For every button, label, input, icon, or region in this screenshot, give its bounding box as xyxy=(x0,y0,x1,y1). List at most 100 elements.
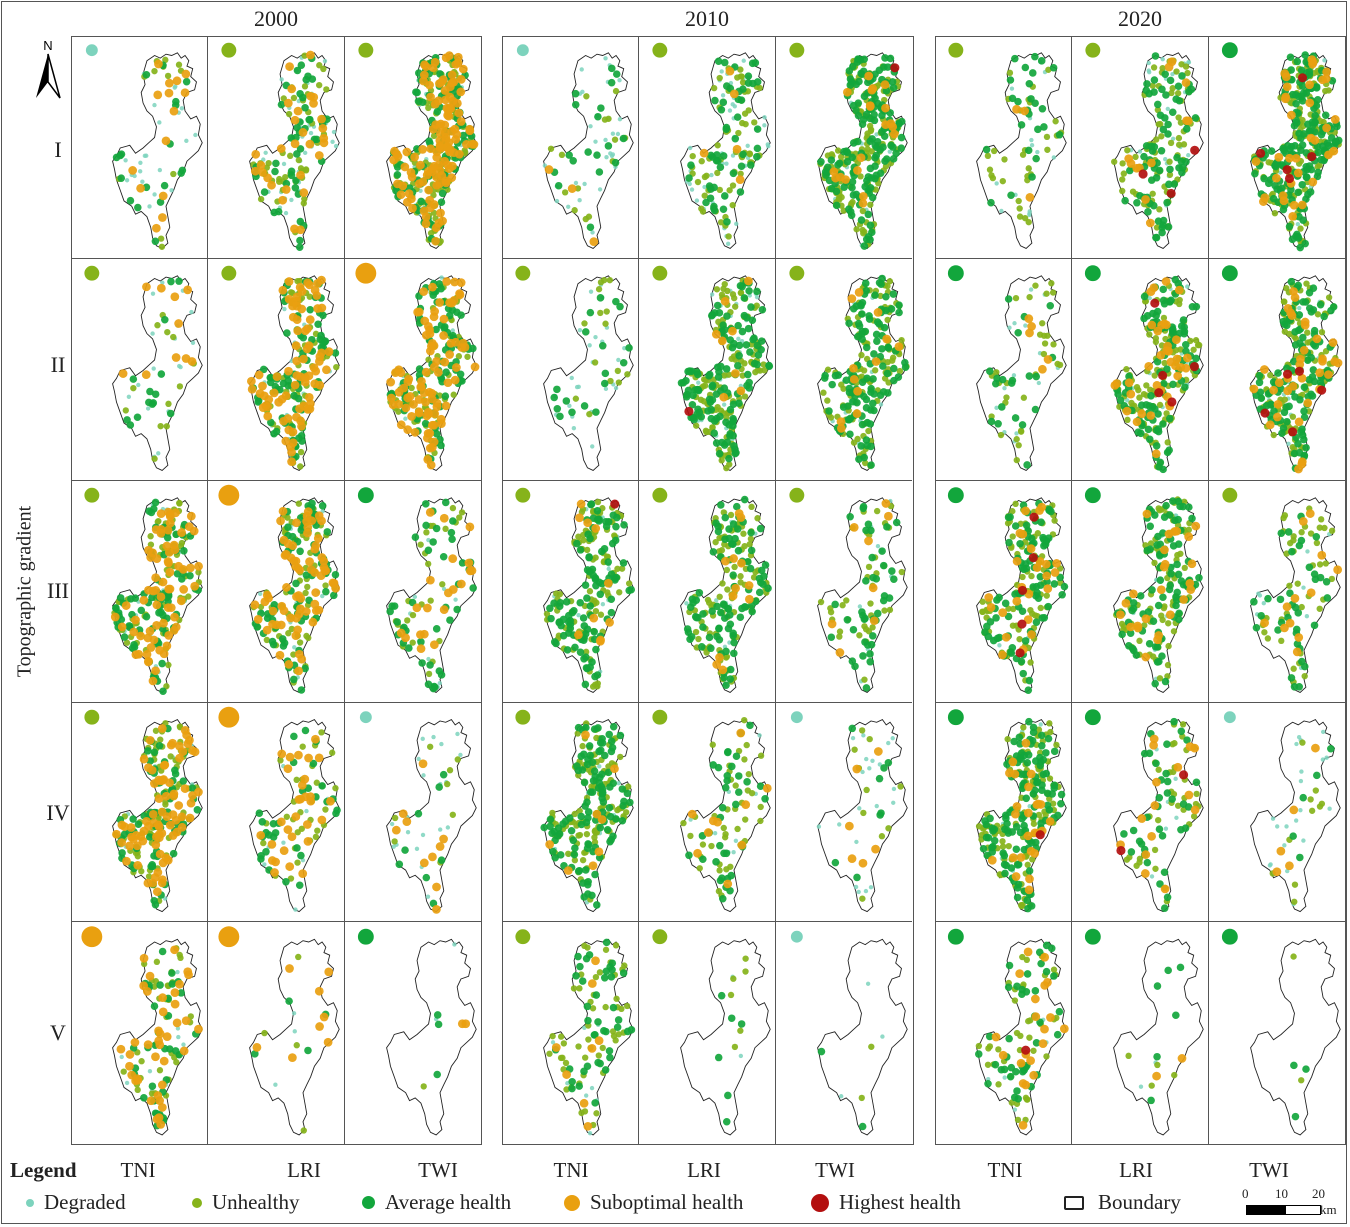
point-suboptimal xyxy=(267,180,276,190)
point-suboptimal xyxy=(169,540,179,550)
point-suboptimal xyxy=(296,416,305,426)
point-unhealthy xyxy=(886,278,894,285)
point-average xyxy=(1313,142,1322,151)
point-suboptimal xyxy=(1329,146,1339,156)
point-unhealthy xyxy=(839,602,846,609)
point-average xyxy=(613,513,621,522)
point-average xyxy=(858,120,867,128)
point-suboptimal xyxy=(308,617,318,627)
point-average xyxy=(683,390,691,399)
point-average xyxy=(746,564,755,573)
point-unhealthy xyxy=(404,617,411,624)
point-average xyxy=(619,358,628,367)
point-average xyxy=(992,614,1000,622)
point-suboptimal xyxy=(439,513,449,523)
point-average xyxy=(604,142,613,150)
point-average xyxy=(717,608,725,617)
point-average xyxy=(295,243,304,252)
point-suboptimal xyxy=(854,287,864,297)
point-average xyxy=(849,191,858,199)
point-suboptimal xyxy=(1146,287,1156,297)
point-average xyxy=(271,167,279,176)
point-suboptimal xyxy=(1305,80,1314,90)
point-average xyxy=(715,624,723,633)
point-suboptimal xyxy=(873,308,883,317)
point-degraded xyxy=(727,108,733,113)
point-unhealthy xyxy=(737,289,745,297)
panel-map-svg xyxy=(218,484,341,694)
point-unhealthy xyxy=(1020,394,1028,401)
point-average xyxy=(726,611,734,619)
point-unhealthy xyxy=(155,517,162,525)
point-average xyxy=(712,519,720,527)
point-average xyxy=(720,192,729,200)
point-suboptimal xyxy=(179,585,189,594)
point-average xyxy=(393,171,402,179)
point-average xyxy=(125,622,134,630)
point-average xyxy=(861,182,869,191)
point-average xyxy=(412,88,420,96)
point-degraded xyxy=(157,120,162,125)
point-average xyxy=(729,520,738,528)
point-suboptimal xyxy=(843,87,852,97)
map-panel-2010-twi-I xyxy=(776,36,912,259)
point-average xyxy=(563,646,572,654)
point-suboptimal xyxy=(1181,78,1191,88)
point-average xyxy=(291,184,300,192)
point-average xyxy=(1169,380,1177,389)
point-unhealthy xyxy=(417,541,424,548)
point-unhealthy xyxy=(1156,401,1164,409)
point-degraded xyxy=(736,336,741,342)
point-unhealthy xyxy=(323,86,330,93)
point-average xyxy=(1283,417,1291,426)
indicator-unhealthy-icon xyxy=(789,265,805,281)
point-suboptimal xyxy=(144,585,153,595)
point-average xyxy=(1274,369,1282,377)
point-suboptimal xyxy=(303,324,312,334)
point-suboptimal xyxy=(152,554,162,564)
point-average xyxy=(1039,533,1047,542)
point-suboptimal xyxy=(447,70,457,80)
point-unhealthy xyxy=(1016,205,1023,212)
point-suboptimal xyxy=(144,545,153,555)
point-average xyxy=(737,162,746,171)
point-suboptimal xyxy=(456,579,466,589)
point-suboptimal xyxy=(438,216,447,226)
point-average xyxy=(748,607,756,616)
point-average xyxy=(716,163,725,172)
point-suboptimal xyxy=(827,619,837,629)
point-average xyxy=(164,597,172,606)
point-average xyxy=(726,665,735,674)
point-average xyxy=(129,375,138,383)
point-average xyxy=(148,593,156,602)
point-average xyxy=(612,70,621,78)
point-suboptimal xyxy=(311,541,321,550)
point-suboptimal xyxy=(1001,632,1011,642)
point-suboptimal xyxy=(446,338,456,348)
point-degraded xyxy=(694,198,700,203)
point-average xyxy=(1151,52,1160,60)
point-unhealthy xyxy=(712,538,719,546)
point-suboptimal xyxy=(467,566,477,576)
point-unhealthy xyxy=(624,371,631,378)
point-average xyxy=(1307,165,1316,174)
indicator-average-icon xyxy=(947,487,964,504)
point-average xyxy=(134,203,142,212)
point-suboptimal xyxy=(456,117,466,126)
point-average xyxy=(740,294,749,302)
point-unhealthy xyxy=(592,607,600,615)
point-degraded xyxy=(151,366,156,371)
point-unhealthy xyxy=(1147,386,1154,393)
point-average xyxy=(873,318,882,326)
point-unhealthy xyxy=(257,195,265,203)
point-unhealthy xyxy=(449,504,457,512)
point-average xyxy=(894,373,903,381)
point-average xyxy=(442,368,450,376)
point-average xyxy=(266,373,275,382)
point-suboptimal xyxy=(258,403,268,412)
point-average xyxy=(1161,70,1169,79)
point-unhealthy xyxy=(1027,659,1034,666)
point-suboptimal xyxy=(868,583,878,593)
point-suboptimal xyxy=(871,357,881,366)
indicator-average-icon xyxy=(1084,265,1101,282)
